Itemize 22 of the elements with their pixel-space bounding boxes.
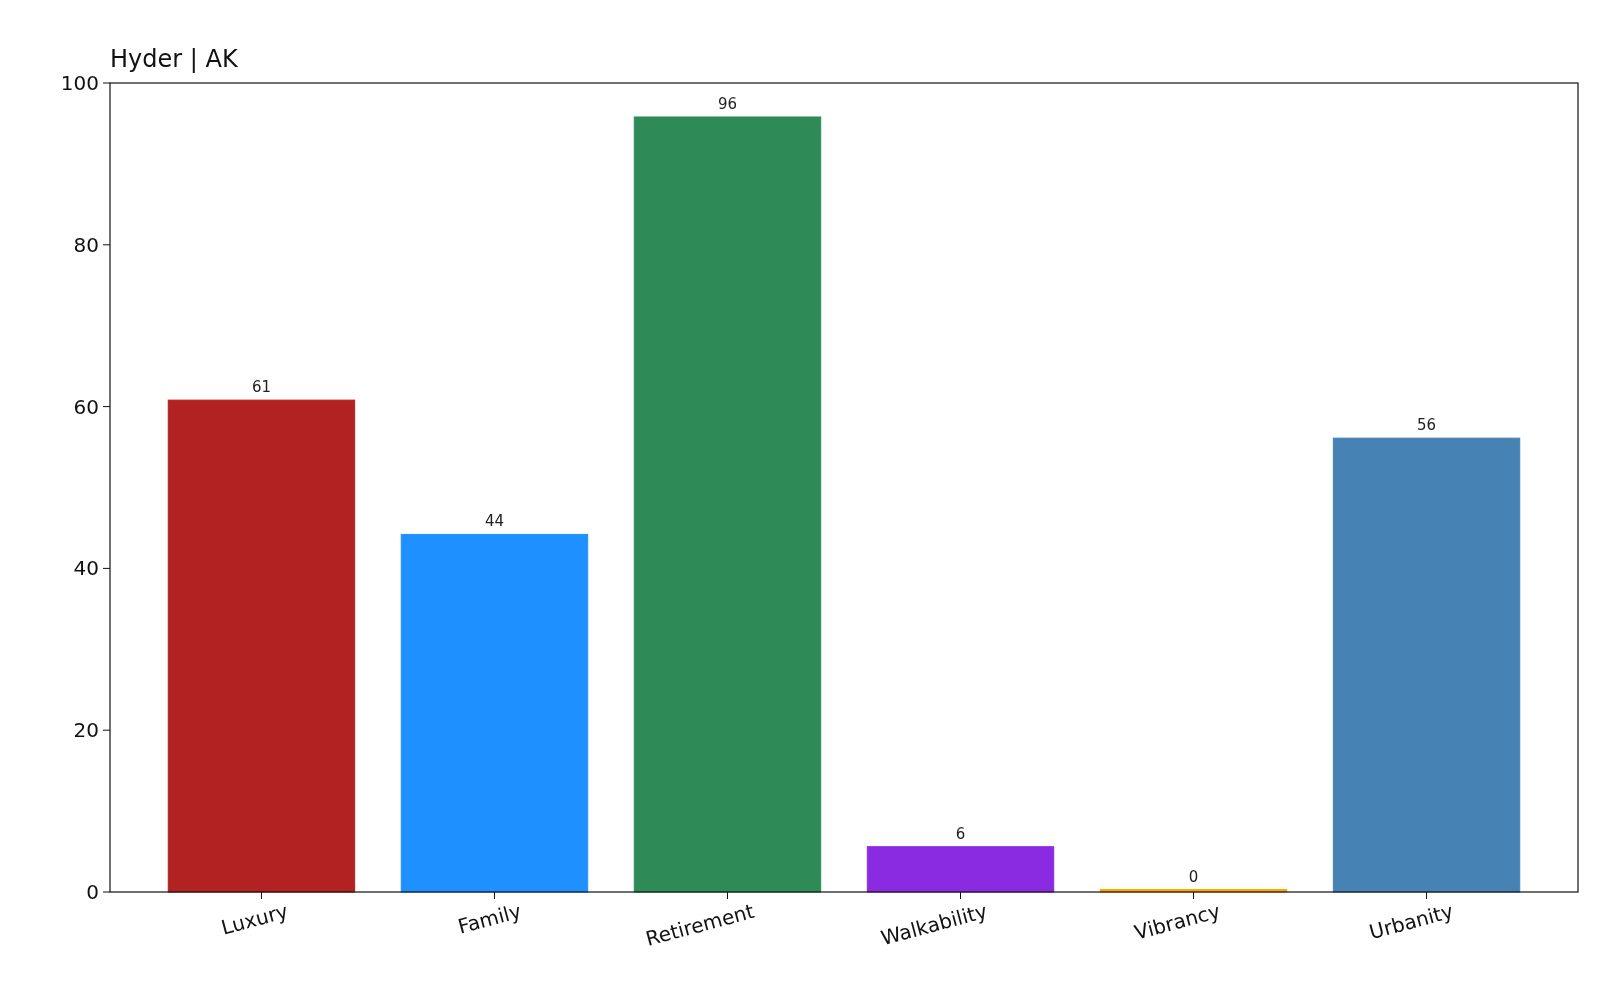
x-tick-label: Urbanity xyxy=(1366,898,1456,945)
chart-title: Hyder | AK xyxy=(110,45,239,73)
data-label: 56 xyxy=(1416,416,1437,435)
y-tick-label: 0 xyxy=(86,880,99,904)
x-tick-label: Luxury xyxy=(218,898,291,940)
bar xyxy=(400,533,589,893)
data-label: 96 xyxy=(717,94,738,113)
x-tick-label: Family xyxy=(455,898,524,939)
y-tick-label: 60 xyxy=(73,394,99,419)
y-tick-label: 80 xyxy=(73,232,99,257)
y-tick-label: 20 xyxy=(73,718,99,743)
data-label: 61 xyxy=(251,378,272,397)
bar xyxy=(1332,437,1521,893)
y-tick-label: 40 xyxy=(73,556,99,581)
data-label: 6 xyxy=(955,824,966,843)
x-tick-label: Vibrancy xyxy=(1131,898,1223,945)
data-label: 44 xyxy=(484,512,505,531)
bar xyxy=(167,399,356,893)
bar xyxy=(866,846,1055,893)
bar xyxy=(633,116,822,893)
data-label: 0 xyxy=(1188,867,1199,886)
y-tick-label: 100 xyxy=(60,71,99,95)
